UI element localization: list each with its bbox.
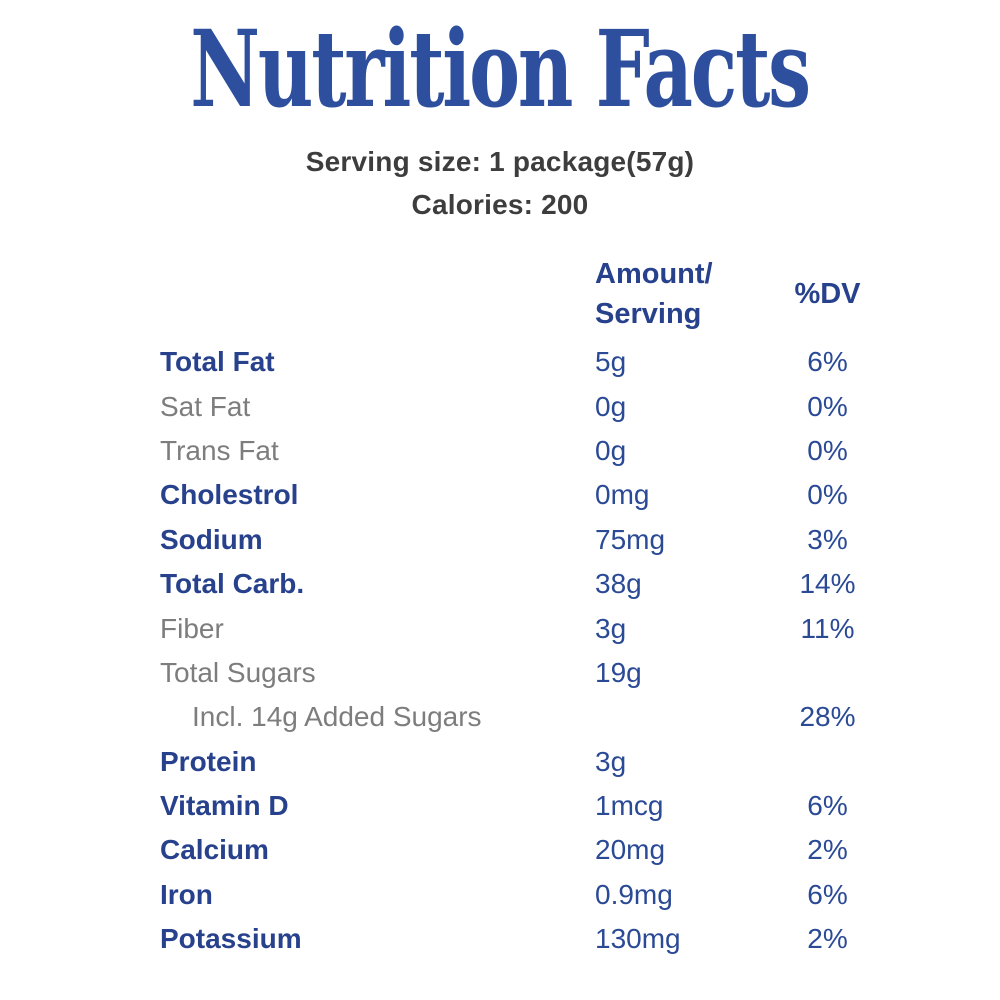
table-row: Iron 0.9mg 6% — [160, 873, 890, 917]
table-row: Protein 3g — [160, 740, 890, 784]
serving-info: Serving size: 1 package(57g) Calories: 2… — [0, 140, 1000, 226]
table-row: Cholestrol 0mg 0% — [160, 473, 890, 517]
column-header-amount-serving: Amount/ Serving — [595, 254, 765, 334]
nutrient-amount: 75mg — [595, 523, 666, 555]
nutrient-name: Vitamin D — [160, 790, 289, 822]
nutrient-amount: 0.9mg — [595, 878, 673, 910]
table-body: Total Fat 5g 6% Sat Fat 0g 0% Trans Fat … — [160, 340, 890, 961]
table-header-row: Amount/ Serving %DV — [160, 254, 890, 334]
nutrient-amount: 5g — [595, 346, 627, 378]
nutrient-name: Sat Fat — [160, 390, 251, 422]
nutrient-name: Total Carb. — [160, 568, 305, 600]
nutrient-amount: 3g — [595, 745, 627, 777]
nutrient-name: Trans Fat — [160, 434, 279, 466]
nutrient-name: Sodium — [160, 523, 263, 555]
nutrient-dv: 0% — [807, 390, 848, 422]
nutrient-name: Total Sugars — [160, 656, 316, 688]
nutrient-name: Protein — [160, 745, 257, 777]
nutrient-dv: 6% — [807, 790, 848, 822]
nutrient-amount: 20mg — [595, 834, 666, 866]
table-row: Sodium 75mg 3% — [160, 518, 890, 562]
nutrient-dv: 3% — [807, 523, 848, 555]
nutrient-dv: 6% — [807, 878, 848, 910]
page-title: Nutrition Facts — [0, 14, 1000, 124]
nutrient-amount: 38g — [595, 568, 642, 600]
nutrient-amount: 0g — [595, 390, 627, 422]
nutrient-amount: 130mg — [595, 923, 681, 955]
calories-line: Calories: 200 — [411, 189, 589, 220]
nutrient-dv: 14% — [799, 568, 856, 600]
nutrient-dv: 11% — [800, 612, 855, 644]
nutrient-dv: 28% — [799, 701, 856, 733]
nutrient-dv: 6% — [807, 346, 848, 378]
nutrient-dv: 2% — [807, 834, 848, 866]
column-header-dv: %DV — [794, 278, 861, 310]
table-row: Sat Fat 0g 0% — [160, 384, 890, 428]
table-row: Fiber 3g 11% — [160, 606, 890, 650]
nutrient-dv: 2% — [807, 923, 848, 955]
nutrient-name: Total Fat — [160, 346, 275, 378]
nutrient-dv: 0% — [807, 434, 848, 466]
nutrient-name: Cholestrol — [160, 479, 299, 511]
table-row: Trans Fat 0g 0% — [160, 429, 890, 473]
page-title-text: Nutrition Facts — [190, 6, 812, 131]
table-row: Total Sugars 19g — [160, 651, 890, 695]
column-header-amount-line1: Amount/ — [595, 258, 713, 290]
nutrient-name: Incl. 14g Added Sugars — [192, 701, 482, 733]
serving-size-line: Serving size: 1 package(57g) — [305, 146, 695, 177]
nutrient-amount: 19g — [595, 656, 642, 688]
nutrient-dv: 0% — [807, 479, 848, 511]
nutrient-amount: 1mcg — [595, 790, 664, 822]
nutrient-amount: 0mg — [595, 479, 650, 511]
nutrient-name: Potassium — [160, 923, 302, 955]
column-header-amount-line2: Serving — [595, 298, 702, 330]
nutrient-amount: 3g — [595, 612, 627, 644]
nutrient-name: Iron — [160, 878, 213, 910]
table-row: Total Fat 5g 6% — [160, 340, 890, 384]
table-row: Calcium 20mg 2% — [160, 828, 890, 872]
table-row: Vitamin D 1mcg 6% — [160, 784, 890, 828]
nutrition-table: Amount/ Serving %DV Total Fat 5g 6% Sat … — [160, 254, 890, 961]
nutrient-amount: 0g — [595, 434, 627, 466]
table-row: Total Carb. 38g 14% — [160, 562, 890, 606]
table-row: Incl. 14g Added Sugars 28% — [160, 695, 890, 739]
table-row: Potassium 130mg 2% — [160, 917, 890, 961]
nutrient-name: Calcium — [160, 834, 269, 866]
nutrient-name: Fiber — [160, 612, 224, 644]
